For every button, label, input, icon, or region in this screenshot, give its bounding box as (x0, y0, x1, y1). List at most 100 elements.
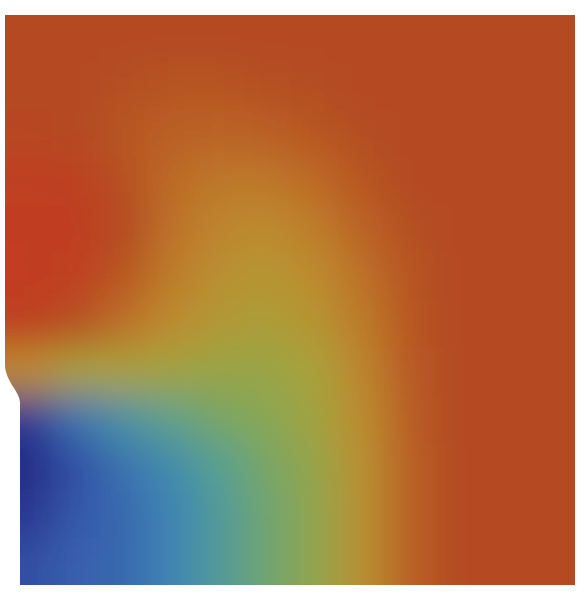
cell (338, 205, 387, 254)
cell (290, 0, 339, 64)
cell (195, 0, 244, 64)
cell (148, 253, 197, 302)
cell (480, 158, 529, 207)
cell (148, 490, 197, 539)
cell (53, 205, 102, 254)
cell (100, 395, 149, 444)
cell (433, 395, 482, 444)
cell (0, 300, 54, 349)
cell (385, 395, 434, 444)
cell (528, 110, 586, 159)
cell (243, 63, 292, 112)
cell (0, 63, 54, 112)
cell (53, 158, 102, 207)
cell (195, 205, 244, 254)
cell (148, 63, 197, 112)
cell (480, 395, 529, 444)
cell (53, 0, 102, 64)
cell (148, 0, 197, 64)
cell (528, 348, 586, 397)
cell (53, 253, 102, 302)
cell (480, 253, 529, 302)
cell (290, 348, 339, 397)
cell (528, 63, 586, 112)
cell (290, 205, 339, 254)
cell (338, 158, 387, 207)
cell (480, 300, 529, 349)
cell (195, 538, 244, 594)
cell (338, 538, 387, 594)
cell (433, 348, 482, 397)
cell (195, 443, 244, 492)
cell (385, 538, 434, 594)
cells (0, 0, 586, 594)
cell (385, 63, 434, 112)
cell (148, 158, 197, 207)
cell (243, 300, 292, 349)
cell (385, 0, 434, 64)
cell (100, 253, 149, 302)
cell (433, 63, 482, 112)
cell (243, 205, 292, 254)
cell (53, 538, 102, 594)
cell (290, 395, 339, 444)
cell (53, 490, 102, 539)
cell (243, 443, 292, 492)
cell (195, 110, 244, 159)
cell (290, 158, 339, 207)
cell (338, 300, 387, 349)
cell (148, 348, 197, 397)
cell (0, 490, 54, 539)
cell (433, 158, 482, 207)
cell (290, 490, 339, 539)
cell (528, 395, 586, 444)
cell (100, 110, 149, 159)
cell (195, 395, 244, 444)
cell (480, 205, 529, 254)
cell (0, 110, 54, 159)
cell (243, 490, 292, 539)
cell (528, 253, 586, 302)
cell (433, 253, 482, 302)
cell (0, 158, 54, 207)
cell (528, 0, 586, 64)
cell (0, 348, 54, 397)
cell (100, 63, 149, 112)
cell (528, 300, 586, 349)
cell (100, 158, 149, 207)
cell (100, 348, 149, 397)
cell (433, 0, 482, 64)
cell (148, 538, 197, 594)
chart (0, 0, 586, 594)
cell (433, 490, 482, 539)
cell (385, 443, 434, 492)
cell (243, 538, 292, 594)
cell (100, 300, 149, 349)
cell (243, 158, 292, 207)
cell (148, 395, 197, 444)
cell (148, 110, 197, 159)
cell (195, 490, 244, 539)
cell (385, 300, 434, 349)
cell (385, 110, 434, 159)
cell (433, 300, 482, 349)
cell (480, 0, 529, 64)
cell (0, 395, 54, 444)
cell (243, 395, 292, 444)
cell (385, 253, 434, 302)
cell (243, 348, 292, 397)
cell (385, 158, 434, 207)
cell (528, 538, 586, 594)
cell (528, 158, 586, 207)
cell (338, 395, 387, 444)
cell (480, 538, 529, 594)
cell (528, 205, 586, 254)
cell (433, 538, 482, 594)
cell (0, 538, 54, 594)
cell (290, 443, 339, 492)
cell (480, 110, 529, 159)
cell (385, 490, 434, 539)
cell (528, 490, 586, 539)
cell (480, 443, 529, 492)
cell (290, 110, 339, 159)
